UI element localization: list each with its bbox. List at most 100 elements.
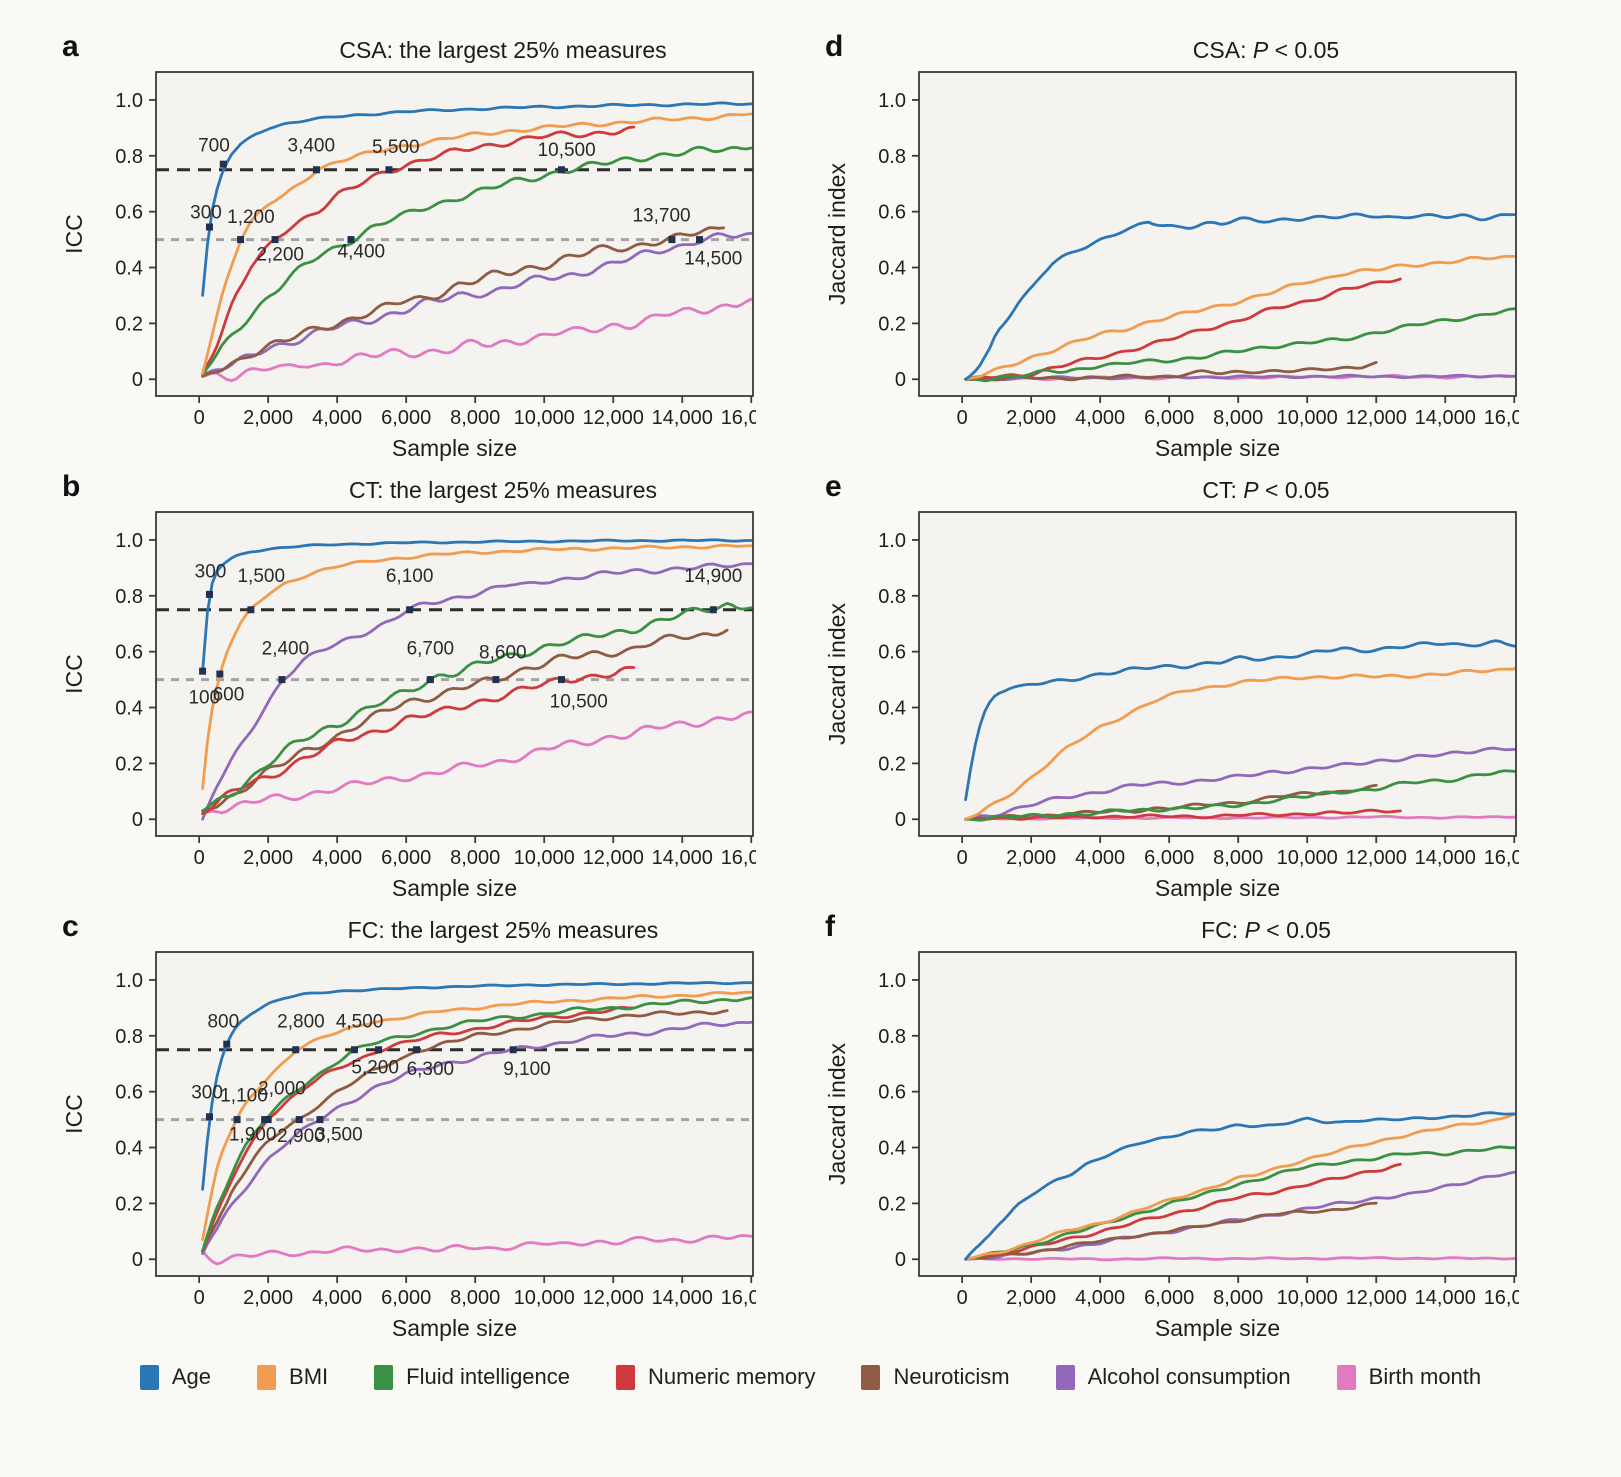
svg-text:12,000: 12,000 (1346, 1287, 1407, 1309)
panel-d: d CSA: P < 0.05 0 2,000 4,000 6,000 8,000 10,… (819, 30, 1559, 466)
svg-text:0.2: 0.2 (878, 1193, 906, 1215)
svg-text:14,900: 14,900 (684, 566, 742, 587)
svg-text:0.6: 0.6 (115, 642, 143, 664)
svg-text:Sample size: Sample size (1155, 875, 1280, 901)
panel-letter-a: a (62, 30, 79, 63)
svg-text:0.4: 0.4 (878, 258, 906, 280)
panel-title-f: FC: P < 0.05 (1201, 917, 1331, 943)
svg-text:0: 0 (957, 407, 968, 429)
legend-swatch-alcohol-consumption (1055, 1364, 1075, 1390)
svg-text:0.2: 0.2 (115, 753, 143, 775)
svg-text:2,000: 2,000 (243, 847, 293, 869)
svg-text:8,600: 8,600 (479, 643, 527, 664)
figure: a CSA: the largest 25% measures 700 3,400… (61, 30, 1559, 1346)
svg-text:4,400: 4,400 (338, 242, 386, 263)
panel-e: e CT: P < 0.05 0 2,000 4,000 6,000 8,000 10,0… (819, 470, 1559, 906)
svg-text:1.0: 1.0 (878, 530, 906, 552)
svg-text:4,000: 4,000 (312, 847, 362, 869)
svg-text:1.0: 1.0 (878, 970, 906, 992)
svg-text:12,000: 12,000 (583, 847, 644, 869)
svg-text:Sample size: Sample size (392, 875, 517, 901)
legend-item-bmi: BMI (257, 1364, 328, 1390)
legend-label-neuroticism: Neuroticism (893, 1364, 1010, 1389)
plot-f: 0 2,000 4,000 6,000 8,000 10,000 12,000 14,000 1… (824, 951, 1519, 1341)
svg-text:8,000: 8,000 (450, 407, 500, 429)
svg-text:14,000: 14,000 (1415, 407, 1476, 429)
svg-text:Jaccard index: Jaccard index (824, 603, 850, 745)
svg-text:0.6: 0.6 (878, 202, 906, 224)
svg-text:4,500: 4,500 (336, 1011, 384, 1032)
svg-text:13,700: 13,700 (632, 205, 690, 226)
legend-label-age: Age (171, 1364, 212, 1389)
legend-label-birth-month: Birth month (1368, 1364, 1482, 1389)
svg-text:0: 0 (132, 369, 143, 391)
svg-text:0.6: 0.6 (115, 1082, 143, 1104)
svg-text:2,000: 2,000 (258, 1078, 306, 1099)
svg-text:16,000: 16,000 (1484, 847, 1519, 869)
plot-d: 0 2,000 4,000 6,000 8,000 10,000 12,000 14,000 1… (824, 71, 1519, 461)
panel-letter-f: f (825, 910, 835, 943)
svg-text:700: 700 (198, 136, 230, 157)
svg-text:800: 800 (207, 1011, 239, 1032)
svg-text:14,000: 14,000 (1415, 847, 1476, 869)
svg-text:0: 0 (895, 1249, 906, 1271)
svg-text:0.2: 0.2 (878, 313, 906, 335)
legend-swatch-neuroticism (861, 1364, 881, 1390)
svg-text:600: 600 (213, 685, 245, 706)
svg-text:5,200: 5,200 (351, 1058, 399, 1079)
svg-text:0: 0 (957, 1287, 968, 1309)
svg-text:Sample size: Sample size (1155, 1315, 1280, 1341)
svg-text:Sample size: Sample size (392, 1315, 517, 1341)
svg-text:1,100: 1,100 (220, 1085, 268, 1106)
svg-text:0.4: 0.4 (115, 1138, 143, 1160)
svg-text:16,000: 16,000 (1484, 1287, 1519, 1309)
svg-text:16,000: 16,000 (721, 1287, 756, 1309)
svg-text:0.4: 0.4 (115, 258, 143, 280)
svg-text:2,000: 2,000 (243, 407, 293, 429)
svg-text:ICC: ICC (61, 214, 87, 254)
svg-text:10,500: 10,500 (550, 692, 608, 713)
svg-text:6,000: 6,000 (1144, 1287, 1194, 1309)
svg-text:12,000: 12,000 (583, 1287, 644, 1309)
panel-title-a: CSA: the largest 25% measures (339, 37, 667, 63)
svg-text:0: 0 (957, 847, 968, 869)
panel-f: f FC: P < 0.05 0 2,000 4,000 6,000 8,000 10,0… (819, 910, 1559, 1346)
panel-title-e: CT: P < 0.05 (1202, 477, 1330, 503)
svg-text:0.8: 0.8 (878, 586, 906, 608)
svg-text:0: 0 (132, 809, 143, 831)
svg-text:10,000: 10,000 (514, 847, 575, 869)
legend-item-numeric-memory: Numeric memory (616, 1364, 815, 1390)
svg-text:0.8: 0.8 (115, 586, 143, 608)
svg-text:2,000: 2,000 (1006, 407, 1056, 429)
svg-text:14,000: 14,000 (1415, 1287, 1476, 1309)
svg-text:2,000: 2,000 (243, 1287, 293, 1309)
svg-text:0.6: 0.6 (878, 1082, 906, 1104)
svg-text:0.8: 0.8 (878, 1026, 906, 1048)
svg-text:2,200: 2,200 (256, 245, 304, 266)
svg-text:4,000: 4,000 (1075, 1287, 1125, 1309)
legend-swatch-bmi (257, 1364, 277, 1390)
svg-text:6,300: 6,300 (407, 1059, 455, 1080)
svg-text:10,000: 10,000 (1277, 847, 1338, 869)
legend-item-age: Age (139, 1364, 212, 1390)
svg-text:0.8: 0.8 (115, 146, 143, 168)
svg-text:1,200: 1,200 (227, 207, 275, 228)
svg-text:ICC: ICC (61, 1094, 87, 1134)
svg-text:0.2: 0.2 (115, 1193, 143, 1215)
svg-text:0.2: 0.2 (878, 753, 906, 775)
svg-text:2,000: 2,000 (1006, 1287, 1056, 1309)
legend-label-bmi: BMI (289, 1364, 329, 1389)
svg-text:1,500: 1,500 (237, 566, 285, 587)
svg-text:Jaccard index: Jaccard index (824, 1043, 850, 1185)
panel-letter-e: e (825, 470, 842, 503)
svg-text:14,000: 14,000 (652, 407, 713, 429)
svg-text:2,400: 2,400 (262, 638, 310, 659)
svg-text:6,000: 6,000 (1144, 407, 1194, 429)
svg-text:9,100: 9,100 (503, 1059, 551, 1080)
svg-text:12,000: 12,000 (583, 407, 644, 429)
svg-text:0.2: 0.2 (115, 313, 143, 335)
panel-letter-d: d (825, 30, 844, 63)
svg-text:14,000: 14,000 (652, 847, 713, 869)
svg-text:0.4: 0.4 (878, 698, 906, 720)
